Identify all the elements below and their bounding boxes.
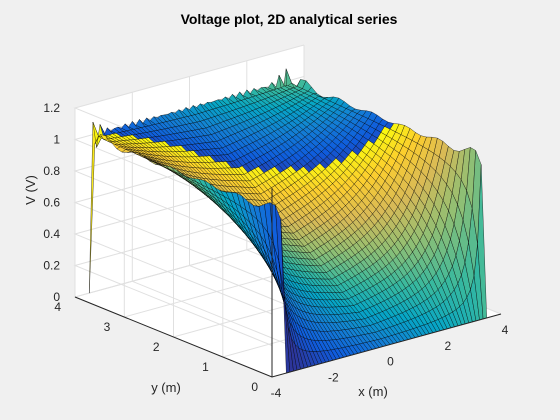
- z-tick-label: 0: [53, 290, 60, 304]
- x-tick-label: 4: [502, 323, 509, 337]
- z-tick-label: 0.8: [43, 164, 60, 178]
- z-tick-label: 1: [53, 133, 60, 147]
- z-tick-label: 0.4: [43, 227, 60, 241]
- y-tick-label: 2: [153, 340, 160, 354]
- y-axis-label: y (m): [151, 380, 181, 395]
- x-tick-label: -2: [328, 370, 339, 384]
- voltage-surface: [89, 68, 487, 374]
- axes-box: [74, 188, 502, 378]
- z-tick-label: 0.6: [43, 196, 60, 210]
- y-tick-label: 1: [202, 360, 209, 374]
- x-tick-label: 2: [444, 339, 451, 353]
- z-axis-label: V (V): [23, 175, 38, 205]
- grid-line-z: [73, 202, 305, 346]
- chart-title: Voltage plot, 2D analytical series: [181, 11, 398, 27]
- y-tick-label: 0: [251, 380, 258, 394]
- y-tick-label: 3: [104, 320, 111, 334]
- z-tick-label: 1.2: [43, 101, 60, 115]
- y-tick-label: 4: [54, 300, 61, 314]
- z-tick-label: 0.2: [43, 259, 60, 273]
- x-tick-label: 0: [387, 355, 394, 369]
- x-tick-label: -4: [271, 386, 282, 400]
- x-axis-label: x (m): [358, 384, 388, 399]
